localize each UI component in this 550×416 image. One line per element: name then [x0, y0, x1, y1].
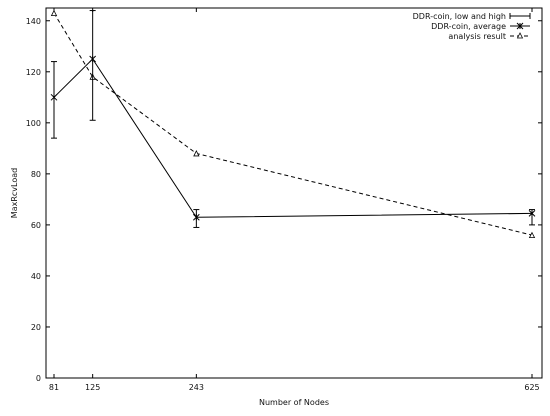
x-tick-label: 81	[49, 383, 59, 392]
analysis-result-point	[528, 231, 536, 239]
y-tick-label: 0	[36, 374, 41, 383]
y-tick-label: 120	[26, 68, 41, 77]
average-point	[528, 210, 536, 217]
x-tick-label: 625	[524, 383, 539, 392]
y-tick-label: 20	[31, 323, 41, 332]
y-tick-label: 60	[31, 221, 41, 230]
legend-swatch-errorbar	[509, 13, 531, 19]
x-tick-label: 125	[85, 383, 100, 392]
series-layer	[50, 9, 536, 239]
legend-label-analysis: analysis result	[448, 32, 506, 41]
series-line-analysis-result	[53, 12, 533, 236]
legend-swatch-average	[510, 22, 530, 30]
x-tick-label: 243	[189, 383, 204, 392]
x-axis-label: Number of Nodes	[259, 398, 329, 407]
legend-label-errorbar: DDR-coin, low and high	[413, 12, 506, 21]
y-tick-label: 80	[31, 170, 41, 179]
legend-swatch-analysis	[510, 32, 530, 39]
y-tick-label: 140	[26, 17, 41, 26]
legend: DDR-coin, low and high DDR-coin, average…	[413, 12, 531, 41]
y-axis-ticks: 0 20 40 60 80 100 120 140	[26, 17, 542, 383]
average-point	[50, 93, 58, 101]
series-line-average	[53, 58, 533, 218]
y-axis-label: MaxRcvLoad	[10, 168, 19, 218]
y-tick-label: 40	[31, 272, 41, 281]
average-point	[89, 55, 97, 63]
analysis-result-point	[193, 150, 200, 157]
analysis-result-point	[50, 9, 58, 17]
legend-label-average: DDR-coin, average	[431, 22, 506, 31]
y-tick-label: 100	[26, 119, 41, 128]
average-point	[192, 213, 200, 221]
plot-area-frame	[45, 7, 543, 379]
